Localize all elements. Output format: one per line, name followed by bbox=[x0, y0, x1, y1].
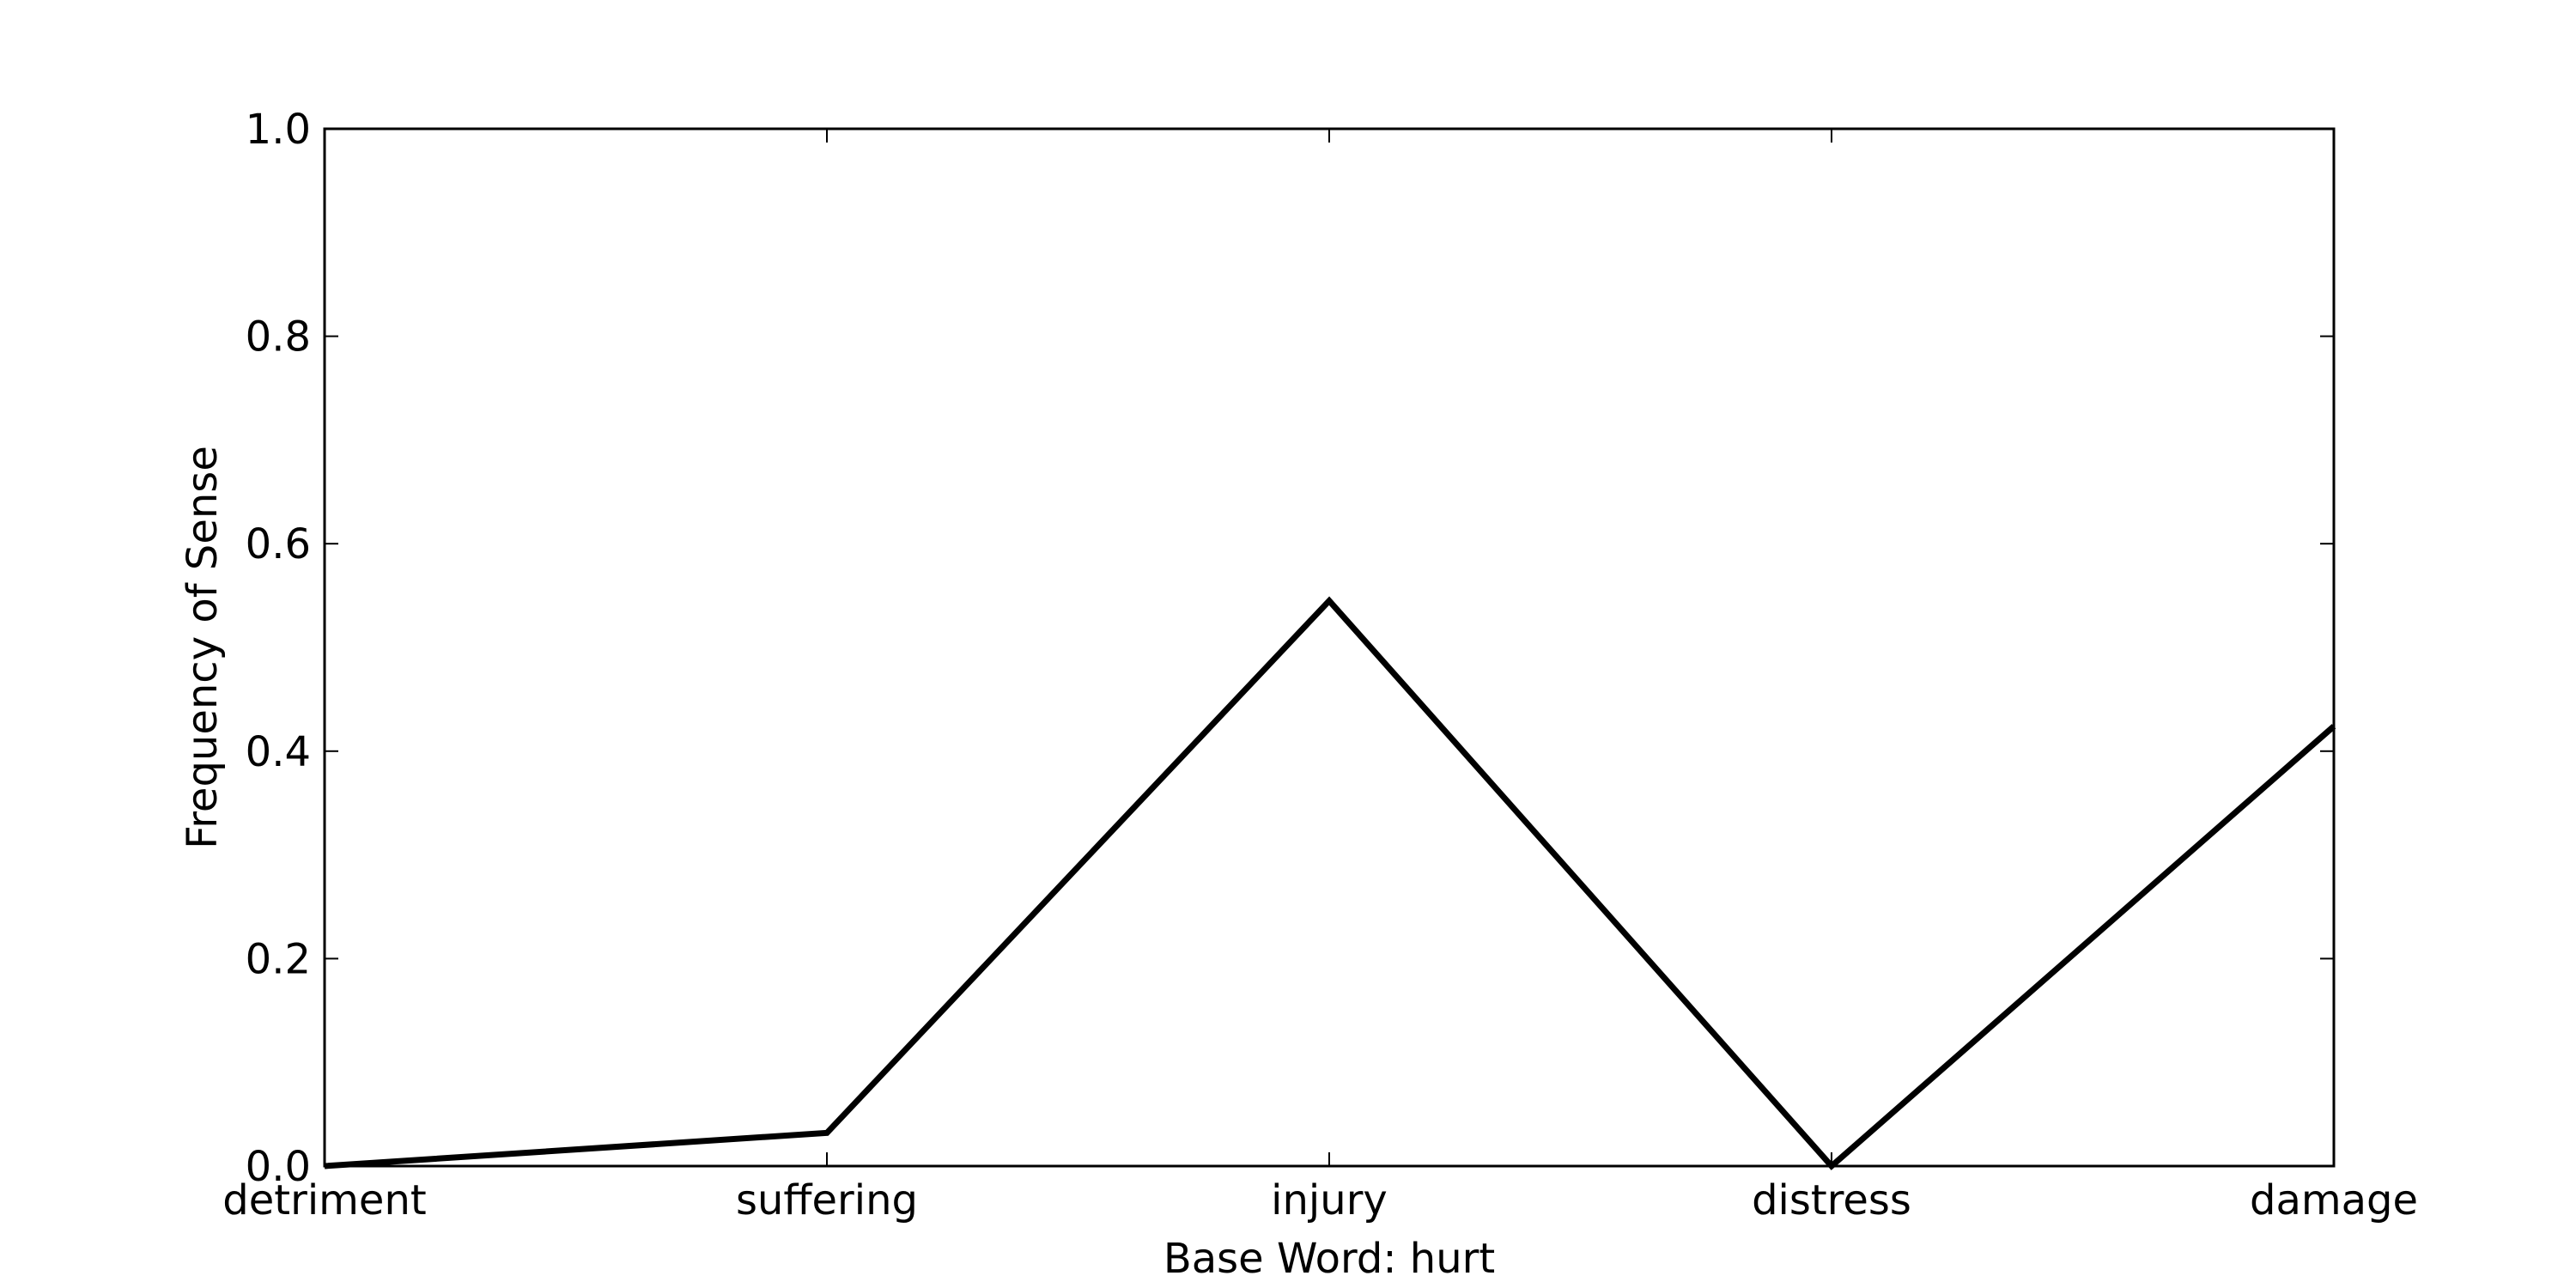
y-axis-title: Frequency of Sense bbox=[179, 446, 227, 849]
y-tick-label: 1.0 bbox=[246, 106, 311, 154]
plot-area-frame bbox=[323, 127, 2336, 1168]
y-tick-labels: 0.0 0.2 0.4 0.6 0.8 1.0 bbox=[246, 106, 311, 1191]
y-tick-label: 0.6 bbox=[246, 520, 311, 568]
x-axis-title: Base Word: hurt bbox=[1163, 1235, 1495, 1283]
series-line bbox=[324, 596, 2336, 1170]
x-tick-label-damage: damage bbox=[2250, 1176, 2418, 1224]
x-tick-label-suffering: suffering bbox=[736, 1176, 918, 1224]
x-tick-label-injury: injury bbox=[1271, 1176, 1388, 1224]
y-tick-label: 0.8 bbox=[246, 313, 311, 361]
x-tick-label-distress: distress bbox=[1752, 1176, 1911, 1224]
x-tick-label-detriment: detriment bbox=[222, 1176, 426, 1224]
tick-marks bbox=[324, 128, 2335, 1167]
x-tick-labels: detriment suffering injury distress damage bbox=[222, 1176, 2418, 1224]
y-tick-label: 0.2 bbox=[246, 935, 311, 983]
y-tick-label: 0.0 bbox=[246, 1143, 311, 1191]
y-tick-label: 0.4 bbox=[246, 728, 311, 776]
